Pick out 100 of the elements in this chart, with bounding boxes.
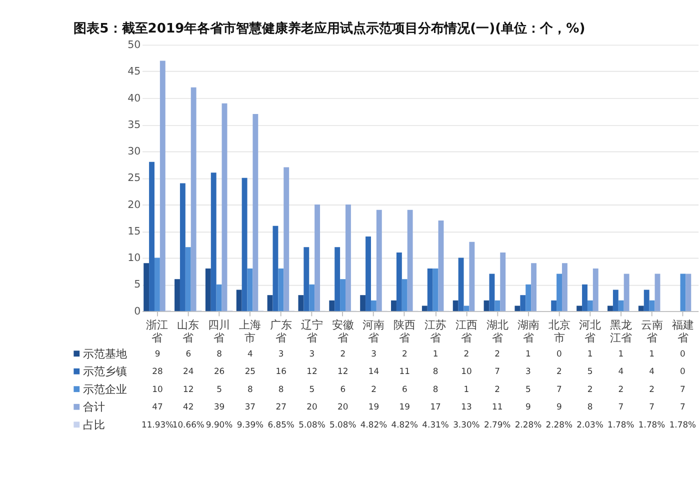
- x-tick-label: 辽宁省: [300, 318, 323, 344]
- bar: [644, 290, 650, 312]
- data-label: 7: [556, 384, 562, 394]
- data-label: 5: [526, 384, 531, 394]
- x-tick-label: 山东省: [177, 318, 200, 344]
- data-label: 8: [216, 348, 222, 358]
- data-label: 1: [649, 348, 654, 358]
- y-tick-label: 5: [134, 278, 141, 291]
- x-tick-label: 福建省: [672, 318, 694, 344]
- x-tick-label: 河南省: [362, 318, 385, 344]
- data-label: 5: [216, 384, 222, 394]
- y-tick-label: 30: [128, 146, 141, 158]
- bar: [210, 172, 216, 312]
- data-label: 1: [587, 348, 593, 358]
- data-label: 17: [430, 402, 441, 412]
- x-tick-label: 黑龙江省: [610, 318, 632, 344]
- bar: [345, 204, 351, 312]
- data-label: 2: [649, 384, 654, 394]
- data-label: 1: [526, 348, 531, 358]
- bar: [222, 103, 228, 312]
- bar: [531, 263, 537, 312]
- x-tick-label: 河北省: [579, 318, 602, 344]
- data-label: 5: [309, 384, 315, 394]
- bar: [608, 306, 613, 312]
- data-label: 11: [399, 366, 410, 376]
- bar: [180, 183, 186, 312]
- bar: [484, 300, 490, 312]
- data-label: 3: [278, 348, 284, 358]
- data-label: 7: [494, 366, 500, 376]
- legend-label: 占比: [83, 418, 106, 432]
- data-label: 2.03%: [576, 419, 604, 430]
- bar: [526, 284, 532, 312]
- bar: [427, 268, 433, 312]
- y-tick-label: 45: [128, 66, 141, 78]
- data-label: 1.78%: [638, 419, 666, 430]
- bar: [304, 247, 310, 312]
- bar: [638, 306, 644, 312]
- x-tick-label: 广东省: [270, 318, 292, 344]
- legend-label: 示范基地: [83, 347, 128, 360]
- data-label: 16: [276, 366, 286, 376]
- data-label: 2: [556, 366, 562, 376]
- bar: [500, 252, 506, 312]
- bar: [489, 274, 495, 312]
- bar: [402, 279, 408, 312]
- data-label: 1: [618, 348, 624, 358]
- data-label: 11: [492, 402, 503, 412]
- y-tick-label: 10: [128, 252, 141, 264]
- data-label: 1: [464, 384, 470, 394]
- data-label: 26: [214, 366, 225, 376]
- bar: [340, 279, 346, 312]
- data-label: 9: [526, 402, 531, 412]
- data-label: 7: [680, 402, 686, 412]
- bar: [562, 263, 568, 312]
- x-tick-label: 四川省: [208, 318, 230, 344]
- bar: [334, 247, 340, 312]
- data-label: 42: [183, 402, 194, 412]
- data-label: 7: [649, 402, 654, 412]
- bar: [556, 274, 562, 312]
- bar: [686, 274, 692, 312]
- data-label: 13: [461, 402, 472, 412]
- bar: [252, 114, 258, 312]
- legend-label: 合计: [83, 400, 106, 414]
- data-label: 0: [556, 348, 562, 358]
- data-label: 8: [587, 402, 593, 412]
- data-label: 27: [276, 402, 286, 412]
- data-label: 25: [244, 366, 256, 376]
- data-label: 14: [368, 366, 380, 376]
- data-label: 7: [680, 384, 686, 394]
- bar: [432, 268, 438, 312]
- bar: [376, 210, 382, 312]
- data-label: 9: [556, 402, 562, 412]
- bar: [216, 284, 222, 312]
- bar: [680, 274, 686, 312]
- bar: [329, 300, 335, 312]
- data-label: 3: [371, 348, 376, 358]
- bar: [278, 268, 284, 312]
- bar: [494, 300, 500, 312]
- data-label: 4: [248, 348, 253, 358]
- bar: [624, 274, 630, 312]
- data-label: 9.39%: [236, 419, 264, 430]
- bar: [407, 210, 413, 312]
- data-label: 9.90%: [206, 419, 233, 430]
- data-label: 12: [183, 384, 194, 394]
- x-tick-label: 上海市: [238, 318, 261, 344]
- data-label: 8: [278, 384, 284, 394]
- x-tick-label: 江苏省: [424, 318, 447, 344]
- data-label: 9: [154, 348, 160, 358]
- data-label: 1: [432, 348, 438, 358]
- bar: [366, 236, 371, 312]
- data-label: 5.08%: [298, 419, 326, 430]
- data-label: 2: [618, 384, 624, 394]
- bar: [452, 300, 458, 312]
- bar: [458, 258, 464, 312]
- data-label: 10: [152, 384, 163, 394]
- data-label: 2: [464, 348, 470, 358]
- data-label: 0: [680, 366, 686, 376]
- x-tick-label: 云南省: [641, 318, 664, 344]
- y-tick-label: 20: [128, 198, 141, 211]
- bar: [185, 247, 191, 312]
- bar: [298, 295, 304, 312]
